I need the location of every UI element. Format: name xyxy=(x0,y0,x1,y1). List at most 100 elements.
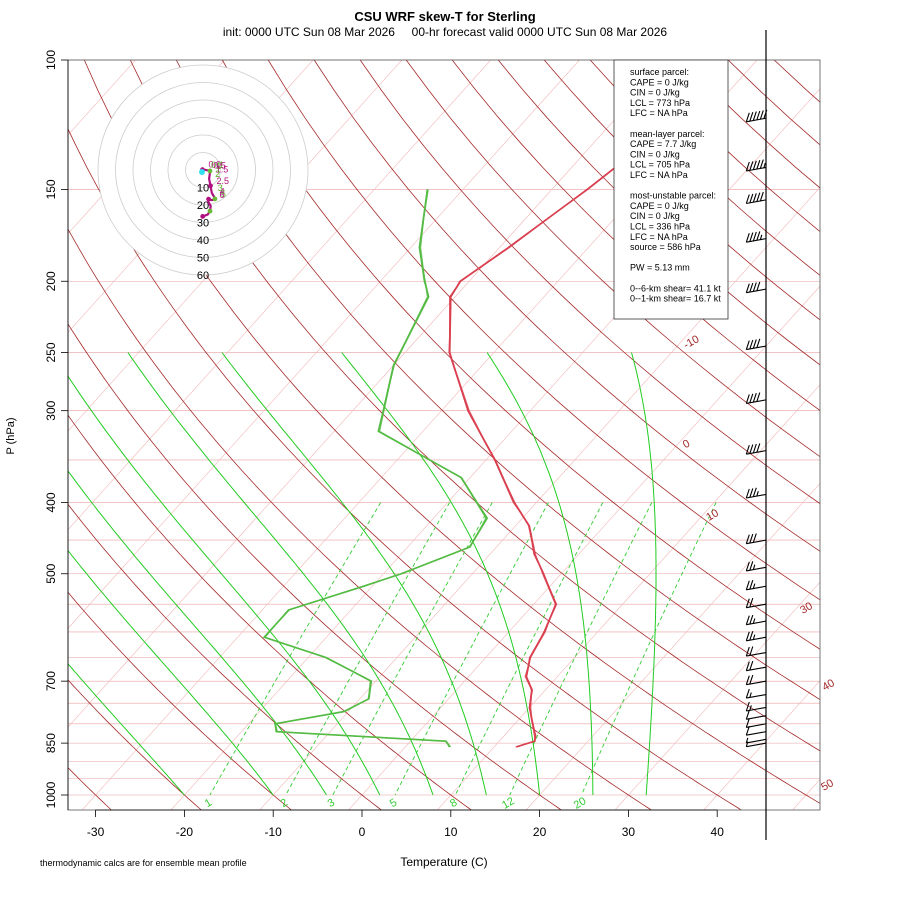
wind-barb-flag xyxy=(749,533,754,544)
wind-barb-staff xyxy=(746,620,767,626)
wind-barb xyxy=(745,741,767,748)
info-box-line: LFC = NA hPa xyxy=(630,232,688,242)
wind-barb-flag xyxy=(749,161,754,171)
y-tick-label: 1000 xyxy=(44,781,58,808)
wind-barb-half-flag xyxy=(752,583,756,589)
dry-adiabat-line xyxy=(68,228,653,810)
wind-barb-flag xyxy=(752,160,757,170)
wind-barb-flag xyxy=(745,445,750,455)
chart-subtitle: init: 0000 UTC Sun 08 Mar 2026 00-hr for… xyxy=(223,25,668,39)
mixing-ratio-label: 5 xyxy=(388,797,399,810)
info-box-line: most-unstable parcel: xyxy=(630,191,716,201)
x-tick-label: -30 xyxy=(87,825,105,839)
wind-barb-staff xyxy=(746,731,767,736)
moist-adiabat-line xyxy=(631,352,657,796)
wind-barb-flag xyxy=(752,193,757,203)
dry-adiabat-line xyxy=(359,60,820,505)
dry-adiabat-line xyxy=(68,503,382,810)
hodograph-ring-label: 30 xyxy=(197,218,209,230)
wind-barb-flag xyxy=(752,282,757,292)
background-lines xyxy=(68,60,820,810)
dry-adiabat-label: -10 xyxy=(682,333,702,351)
isotherm-line xyxy=(436,384,820,810)
wind-barb-half-flag xyxy=(745,741,749,747)
moist-adiabat-line xyxy=(341,352,541,796)
y-axis: 100 150 200 250 300 400 500 700 850 1000 xyxy=(44,50,69,810)
hodograph-height-label: 2 xyxy=(215,169,220,179)
moist-adiabat-line xyxy=(68,663,185,796)
wind-barb-flag xyxy=(756,281,761,292)
wind-barb xyxy=(745,109,768,123)
wind-barb xyxy=(745,688,767,699)
info-box-line: surface parcel: xyxy=(630,67,689,77)
mixing-ratio-labels: 1 2 3 5 8 12 20 xyxy=(203,795,589,812)
mixing-ratio-label: 8 xyxy=(448,797,459,810)
hodograph-height-label: 5 xyxy=(221,189,226,199)
wind-barb-staff xyxy=(746,288,767,294)
hodograph-ring xyxy=(185,152,221,188)
wind-barb-flag xyxy=(745,688,750,699)
hodograph-height-label: 0.0 xyxy=(209,160,222,170)
wind-barb-flag xyxy=(749,112,754,122)
isotherm-line xyxy=(170,88,820,810)
wind-barb xyxy=(745,718,767,728)
wind-barb-flag xyxy=(749,631,754,641)
wind-barb-flag xyxy=(745,701,750,712)
wind-barb-staff xyxy=(746,493,767,499)
wind-barb-flag xyxy=(759,159,764,169)
wind-barb-flag xyxy=(745,615,750,625)
x-axis-label: Temperature (C) xyxy=(400,855,487,869)
y-tick-label: 200 xyxy=(44,271,58,291)
wind-barb-flag xyxy=(745,283,750,293)
info-box-line: CAPE = 7.7 J/kg xyxy=(630,139,696,149)
moist-adiabat-line xyxy=(68,470,327,796)
wind-barb-staff xyxy=(746,566,767,572)
wind-barb-flag xyxy=(745,488,750,499)
wind-barb-flag xyxy=(759,110,764,120)
dry-adiabat-line xyxy=(313,60,820,552)
dewpoint-line xyxy=(263,189,489,748)
hodograph-ring-label: 60 xyxy=(197,270,209,282)
wind-barb-flag xyxy=(749,282,754,293)
x-tick-label: 30 xyxy=(622,825,636,839)
mixing-ratio-line xyxy=(209,502,382,796)
wind-barb-staff xyxy=(746,738,767,744)
wind-barb-flag xyxy=(749,561,754,571)
wind-barb-flag xyxy=(745,675,750,685)
wind-barb-flag xyxy=(749,488,754,498)
wind-barb-flag xyxy=(759,191,764,202)
dewpoint-line xyxy=(262,189,488,748)
wind-barb-flag xyxy=(763,109,768,119)
dry-adiabat-label: 30 xyxy=(798,600,815,617)
moist-adiabat-line xyxy=(68,549,274,796)
wind-barb xyxy=(745,338,767,351)
mixing-ratio-label: 12 xyxy=(500,795,517,812)
wind-barb-staff xyxy=(746,666,767,672)
hodograph-height-label: 1 xyxy=(216,161,221,171)
info-box-frame xyxy=(613,59,729,320)
info-box-line: 0--1-km shear= 16.7 kt xyxy=(630,294,721,304)
info-box-line: LFC = NA hPa xyxy=(630,170,688,180)
hodograph-point xyxy=(206,196,212,202)
wind-barb-flag xyxy=(745,112,750,122)
dry-adiabat-line xyxy=(83,60,820,804)
dry-adiabat-label: 40 xyxy=(820,677,837,694)
x-axis: -30 -20 -10 0 10 20 30 40 xyxy=(87,809,724,839)
hodograph-ring-label: 40 xyxy=(197,235,209,247)
dry-adiabat-line xyxy=(773,60,820,103)
wind-barb-flag xyxy=(756,443,761,453)
wind-barb-flag xyxy=(752,487,757,497)
wind-barb-half-flag xyxy=(745,737,749,744)
footnote: thermodynamic calcs are for ensemble mea… xyxy=(40,858,247,868)
info-box-line: mean-layer parcel: xyxy=(630,129,705,139)
info-box-line: CIN = 0 J/kg xyxy=(630,88,680,98)
wind-barb-half-flag xyxy=(749,705,752,711)
wind-barb-flag xyxy=(756,192,761,202)
y-tick-label: 400 xyxy=(44,492,58,512)
wind-barb-flag xyxy=(745,598,750,608)
info-box-line: 0--6-km shear= 41.1 kt xyxy=(630,283,721,293)
wind-barb-flag xyxy=(749,597,754,608)
wind-barb-flag xyxy=(749,444,754,454)
wind-barb xyxy=(745,614,767,626)
